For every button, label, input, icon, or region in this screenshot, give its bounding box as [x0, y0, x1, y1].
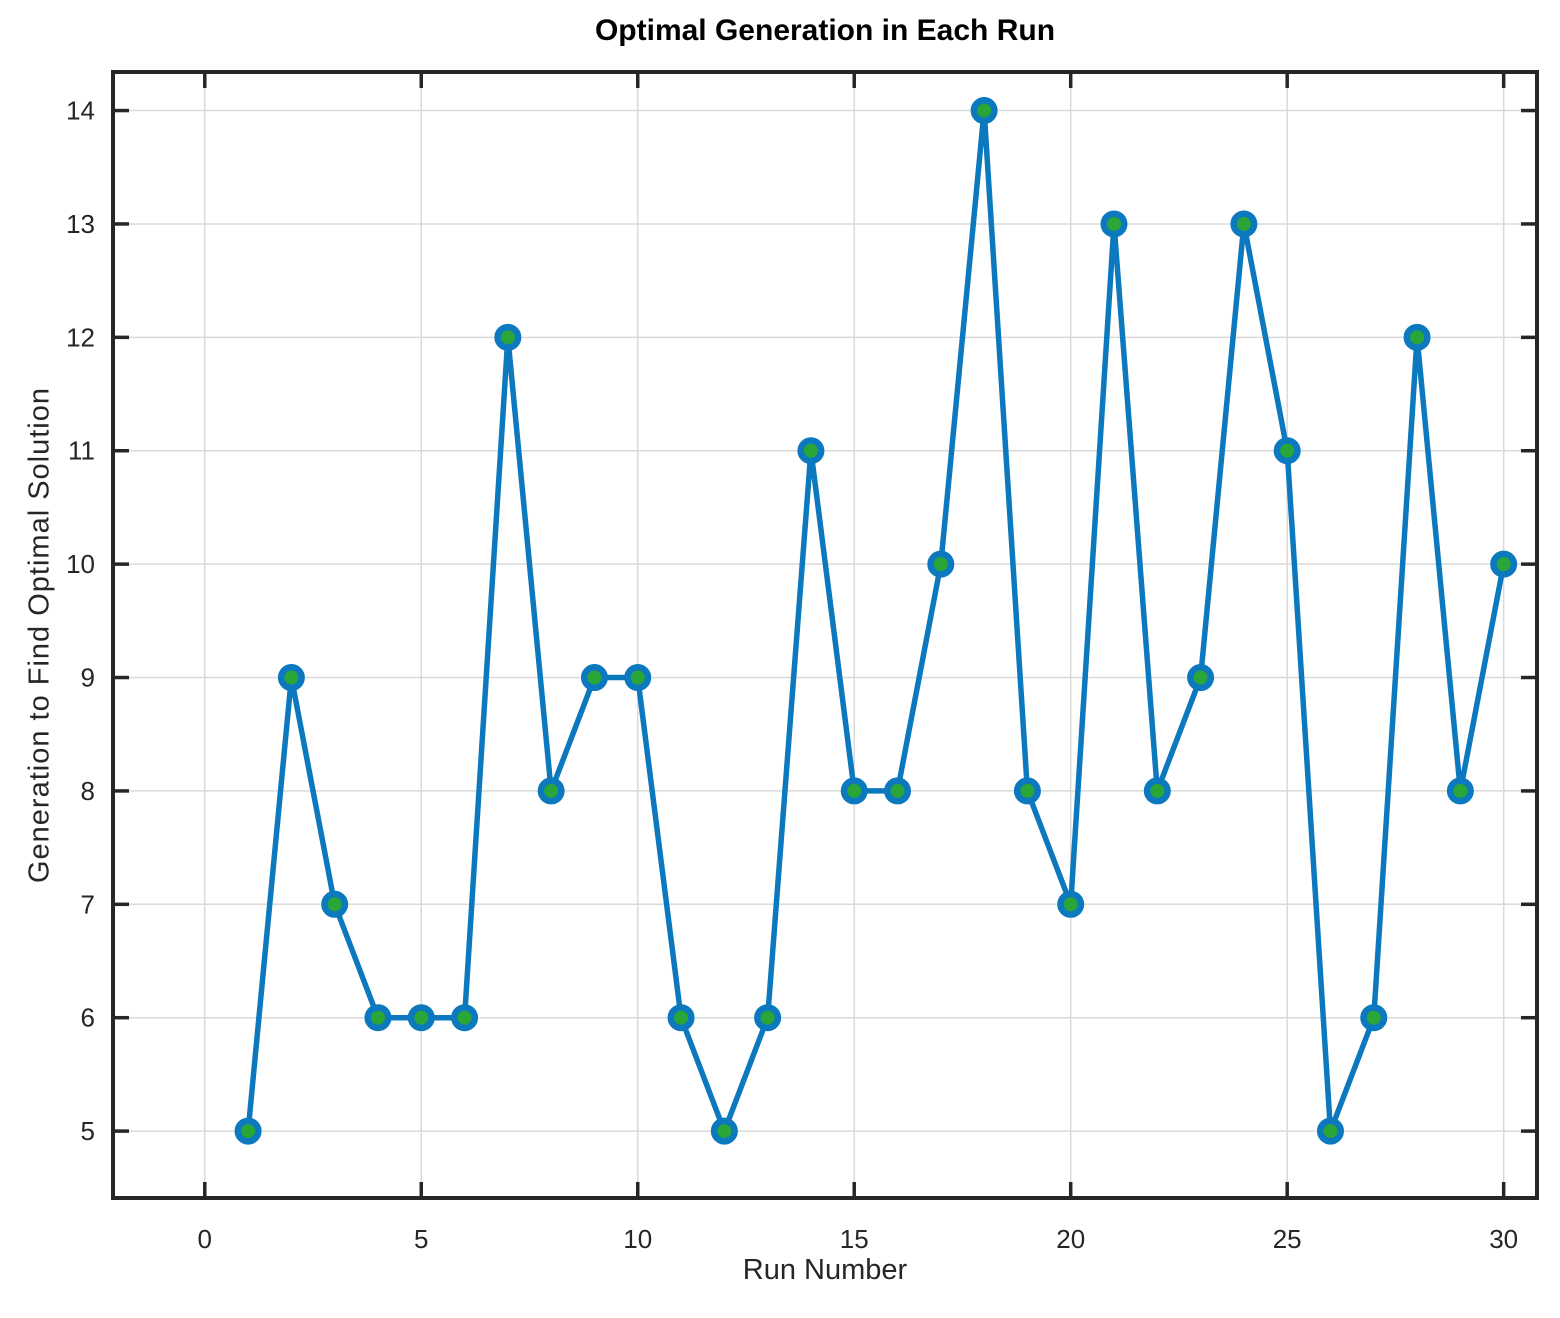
- data-point-marker: [537, 777, 565, 805]
- data-point-marker: [1100, 210, 1128, 238]
- data-point-marker: [234, 1117, 262, 1145]
- data-point-marker: [1013, 777, 1041, 805]
- data-point-marker: [667, 1004, 695, 1032]
- axes-border: [111, 70, 1539, 1200]
- data-point-marker: [1230, 210, 1258, 238]
- y-tick-label: 9: [81, 663, 95, 693]
- data-point-marker: [1446, 777, 1474, 805]
- data-point-marker: [710, 1117, 738, 1145]
- data-point-marker: [1057, 890, 1085, 918]
- data-point-marker: [407, 1004, 435, 1032]
- x-tick-label: 20: [1056, 1224, 1085, 1254]
- data-point-marker: [840, 777, 868, 805]
- x-tick-label: 15: [840, 1224, 869, 1254]
- data-point-marker: [494, 323, 522, 351]
- y-tick-label: 8: [81, 776, 95, 806]
- y-tick-label: 14: [66, 96, 95, 126]
- data-point-marker: [1273, 437, 1301, 465]
- data-point-marker: [1490, 550, 1518, 578]
- x-axis-label: Run Number: [742, 1254, 908, 1286]
- y-tick-label: 11: [68, 436, 95, 466]
- series-line: [245, 107, 1507, 1134]
- data-point-marker: [1187, 664, 1215, 692]
- y-tick-label: 13: [66, 209, 95, 239]
- y-tick-label: 12: [66, 322, 95, 352]
- chart-title: Optimal Generation in Each Run: [594, 14, 1056, 47]
- data-point-marker: [884, 777, 912, 805]
- data-point-marker: [451, 1004, 479, 1032]
- data-point-marker: [580, 664, 608, 692]
- data-point-marker: [321, 890, 349, 918]
- data-point-marker: [277, 664, 305, 692]
- data-point-marker: [1316, 1117, 1344, 1145]
- x-tick-label: 5: [414, 1224, 428, 1254]
- data-point-marker: [1143, 777, 1171, 805]
- y-tick-label: 6: [81, 1003, 95, 1033]
- data-point-marker: [927, 550, 955, 578]
- data-point-marker: [1403, 323, 1431, 351]
- data-point-marker: [797, 437, 825, 465]
- x-tick-label: 30: [1489, 1224, 1518, 1254]
- data-point-marker: [364, 1004, 392, 1032]
- x-tick-label: 0: [198, 1224, 212, 1254]
- data-point-marker: [970, 97, 998, 125]
- y-tick-label: 5: [81, 1116, 95, 1146]
- data-point-marker: [1360, 1004, 1388, 1032]
- x-tick-label: 25: [1273, 1224, 1302, 1254]
- y-axis-label: Generation to Find Optimal Solution: [23, 386, 56, 884]
- x-tick-label: 10: [623, 1224, 652, 1254]
- y-tick-label: 10: [66, 549, 95, 579]
- data-point-marker: [754, 1004, 782, 1032]
- data-point-marker: [624, 664, 652, 692]
- y-tick-label: 7: [81, 889, 95, 919]
